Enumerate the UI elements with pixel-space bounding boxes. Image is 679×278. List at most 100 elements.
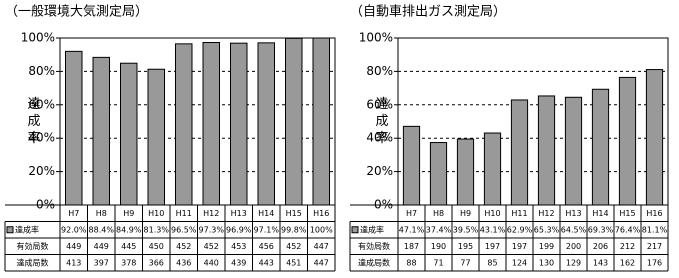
table-cell: 452 xyxy=(204,242,219,251)
bar xyxy=(230,42,248,206)
table-row-label: 有効局数 xyxy=(358,241,390,251)
x-tick-label: H7 xyxy=(68,209,79,218)
table-cell: 456 xyxy=(259,242,274,251)
table-cell: 199 xyxy=(539,242,554,251)
bar xyxy=(591,88,610,206)
x-tick-label: H16 xyxy=(313,209,329,218)
bar xyxy=(65,50,83,206)
legend-label: 達成率 xyxy=(360,224,384,234)
x-tick-label: H16 xyxy=(646,209,662,218)
value-label: 92.0% xyxy=(61,225,87,234)
table-cell: 212 xyxy=(620,242,635,251)
x-tick-label: H13 xyxy=(565,209,581,218)
y-tick-label: 40% xyxy=(366,131,393,145)
x-tick-label: H8 xyxy=(96,209,107,218)
x-tick-label: H10 xyxy=(484,209,500,218)
bar xyxy=(92,56,110,206)
table-cell: 88 xyxy=(406,258,416,267)
x-tick-label: H12 xyxy=(538,209,554,218)
bar xyxy=(510,99,529,206)
value-label: 64.5% xyxy=(561,225,587,234)
x-tick-label: H8 xyxy=(433,209,444,218)
y-tick-label: 60% xyxy=(366,97,393,111)
bar xyxy=(483,132,502,206)
y-tick-label: 60% xyxy=(28,97,55,111)
value-label: 97.3% xyxy=(199,225,225,234)
table-cell: 129 xyxy=(566,258,581,267)
bar xyxy=(120,62,138,206)
y-tick-label: 100% xyxy=(21,31,55,45)
value-label: 43.1% xyxy=(480,225,506,234)
table-cell: 162 xyxy=(620,258,635,267)
table-cell: 124 xyxy=(512,258,527,267)
table-cell: 449 xyxy=(94,242,109,251)
table-cell: 206 xyxy=(593,242,608,251)
table-row-label: 有効局数 xyxy=(17,241,49,251)
legend-swatch xyxy=(6,226,14,234)
legend-label: 達成率 xyxy=(15,224,39,234)
table-cell: 143 xyxy=(593,258,608,267)
value-label: 99.8% xyxy=(281,225,307,234)
x-tick-label: H10 xyxy=(148,209,164,218)
table-cell: 197 xyxy=(512,242,527,251)
table-cell: 85 xyxy=(487,258,497,267)
bar xyxy=(537,95,556,206)
table-cell: 378 xyxy=(121,258,136,267)
value-label: 37.4% xyxy=(426,225,452,234)
y-tick-label: 20% xyxy=(28,164,55,178)
table-cell: 436 xyxy=(176,258,191,267)
value-label: 96.5% xyxy=(171,225,197,234)
x-tick-label: H12 xyxy=(203,209,219,218)
value-label: 65.3% xyxy=(534,225,560,234)
x-tick-label: H9 xyxy=(460,209,471,218)
table-cell: 452 xyxy=(286,242,301,251)
table-cell: 190 xyxy=(431,242,446,251)
y-tick-label: 80% xyxy=(28,64,55,78)
bar xyxy=(564,96,583,206)
y-axis-label: 達成率 xyxy=(373,97,389,148)
y-tick-label: 80% xyxy=(366,64,393,78)
table-cell: 195 xyxy=(458,242,473,251)
x-tick-label: H15 xyxy=(286,209,302,218)
y-tick-label: 20% xyxy=(366,164,393,178)
table-cell: 447 xyxy=(314,242,329,251)
y-axis-label: 達成率 xyxy=(25,97,41,148)
chart-title: （一般環境大気測定局） xyxy=(5,4,148,20)
bar xyxy=(285,37,303,206)
bar xyxy=(402,125,421,206)
value-label: 81.1% xyxy=(642,225,668,234)
value-label: 81.3% xyxy=(144,225,170,234)
table-cell: 77 xyxy=(460,258,470,267)
table-cell: 452 xyxy=(176,242,191,251)
bar xyxy=(429,142,448,206)
bar xyxy=(202,42,220,206)
x-tick-label: H13 xyxy=(231,209,247,218)
legend-swatch xyxy=(351,226,359,234)
bar xyxy=(618,76,637,206)
table-cell: 449 xyxy=(66,242,81,251)
value-label: 96.9% xyxy=(226,225,252,234)
bar xyxy=(257,42,275,206)
bar xyxy=(175,43,193,206)
value-label: 88.4% xyxy=(89,225,115,234)
table-cell: 443 xyxy=(259,258,274,267)
value-label: 76.4% xyxy=(615,225,641,234)
value-label: 97.1% xyxy=(254,225,280,234)
value-label: 100% xyxy=(310,225,333,234)
value-label: 62.9% xyxy=(507,225,533,234)
x-tick-label: H9 xyxy=(123,209,134,218)
x-tick-label: H14 xyxy=(258,209,274,218)
table-cell: 217 xyxy=(647,242,662,251)
x-tick-label: H11 xyxy=(176,209,192,218)
table-cell: 440 xyxy=(204,258,219,267)
y-tick-label: 40% xyxy=(28,131,55,145)
table-cell: 451 xyxy=(286,258,301,267)
table-cell: 445 xyxy=(121,242,136,251)
table-row-label: 達成局数 xyxy=(17,257,49,267)
table-cell: 366 xyxy=(149,258,164,267)
x-tick-label: H15 xyxy=(619,209,635,218)
table-cell: 71 xyxy=(433,258,443,267)
y-tick-label: 100% xyxy=(359,31,393,45)
